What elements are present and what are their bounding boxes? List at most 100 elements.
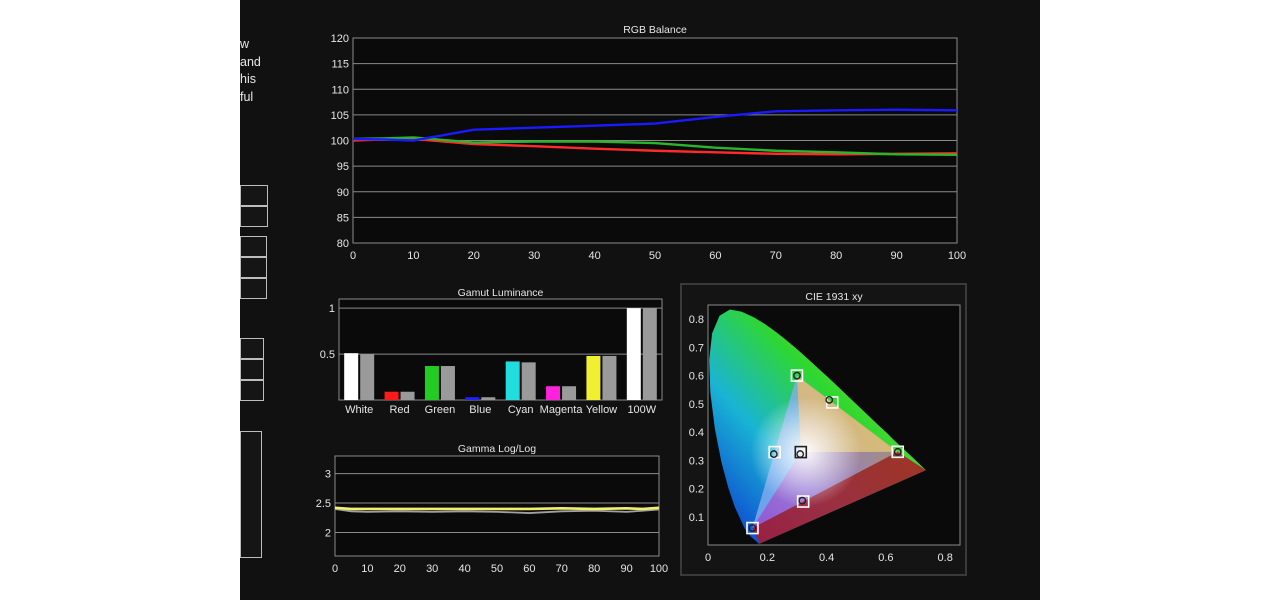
- x-tick-label: 10: [407, 250, 419, 262]
- x-category-label: Magenta: [540, 404, 584, 416]
- sidebar-text-line: and: [240, 54, 261, 69]
- x-tick-label: 0: [350, 250, 356, 262]
- x-tick-label: 20: [394, 563, 406, 575]
- measured-marker-red: [893, 447, 902, 456]
- measured-marker-green: [793, 371, 801, 380]
- y-tick-label: 0.3: [689, 455, 704, 467]
- x-tick-label: 20: [468, 250, 480, 262]
- y-tick-label: 0.7: [689, 342, 704, 354]
- x-tick-label: 50: [491, 563, 503, 575]
- series-line-gamma: [334, 508, 660, 514]
- chart-title: Gamma Log/Log: [458, 443, 536, 455]
- bar-target: [400, 391, 415, 400]
- bar-measured: [546, 386, 561, 400]
- sidebar-text-line: ful: [240, 89, 254, 104]
- target-marker-magenta: [796, 495, 810, 508]
- measured-marker-magenta: [798, 496, 807, 505]
- cie-chart: CIE 1931 xy 0.1 0.2 0.3 0.4 0.5 0.6 0.7 0.8 0 0.2 0…: [689, 291, 961, 564]
- y-tick-label: 95: [337, 161, 349, 173]
- x-tick-label: 0: [332, 563, 338, 575]
- x-tick-label: 70: [770, 250, 782, 262]
- x-category-label: Red: [389, 404, 409, 416]
- y-tick-label: 100: [331, 136, 349, 148]
- bar-target: [440, 366, 455, 400]
- y-tick-label: 90: [337, 187, 349, 199]
- x-category-label: Cyan: [508, 404, 534, 416]
- bar-target: [481, 397, 496, 400]
- y-tick-label: 110: [331, 84, 349, 96]
- sidebar-field[interactable]: [240, 278, 267, 299]
- x-tick-label: 0.2: [760, 552, 775, 564]
- y-tick-label: 0.5: [320, 349, 335, 361]
- measured-marker-cyan: [769, 450, 778, 458]
- measured-marker-blue: [748, 524, 757, 532]
- bar-measured: [384, 391, 399, 400]
- sidebar-field[interactable]: [240, 236, 267, 257]
- bar-target: [602, 355, 617, 400]
- x-category-label: Blue: [469, 404, 491, 416]
- y-tick-label: 0.4: [689, 427, 704, 439]
- x-tick-label: 80: [830, 250, 842, 262]
- sidebar-text: w and his ful: [240, 36, 261, 106]
- y-tick-label: 105: [331, 110, 349, 122]
- target-marker-blue: [746, 521, 759, 535]
- x-tick-label: 30: [528, 250, 540, 262]
- y-tick-label: 85: [337, 212, 349, 224]
- y-tick-label: 3: [325, 469, 331, 481]
- chart-title: Gamut Luminance: [458, 287, 544, 299]
- sidebar-field[interactable]: [240, 338, 264, 359]
- bar-measured: [465, 397, 480, 400]
- y-tick-label: 1: [329, 303, 335, 315]
- series-line-gamma: [334, 506, 660, 511]
- x-tick-label: 10: [361, 563, 373, 575]
- y-tick-label: 2: [325, 527, 331, 539]
- target-marker-green: [790, 369, 804, 382]
- sidebar-text-line: his: [240, 72, 256, 86]
- target-marker-red: [891, 445, 905, 459]
- y-tick-label: 80: [337, 238, 349, 250]
- plot-area: [334, 455, 660, 557]
- x-tick-label: 40: [458, 563, 470, 575]
- x-tick-label: 40: [588, 250, 600, 262]
- cie-red-region: [752, 451, 926, 544]
- bar-measured: [344, 353, 359, 400]
- sidebar-field[interactable]: [240, 380, 264, 401]
- x-category-label: Green: [425, 404, 456, 416]
- x-tick-label: 70: [556, 563, 568, 575]
- y-tick-label: 115: [331, 59, 349, 71]
- bar-measured: [424, 366, 439, 400]
- y-tick-label: 120: [331, 33, 349, 45]
- y-tick-label: 0.1: [689, 512, 704, 524]
- sidebar-panel: [240, 431, 262, 558]
- bar-target: [562, 386, 577, 400]
- sidebar-field[interactable]: [240, 257, 267, 278]
- bar-measured: [626, 308, 641, 400]
- measured-marker-yellow: [825, 395, 834, 404]
- x-category-label: 100W: [627, 404, 656, 416]
- x-tick-label: 50: [649, 250, 661, 262]
- chart-title: RGB Balance: [623, 24, 687, 36]
- x-tick-label: 0.8: [938, 552, 953, 564]
- x-tick-label: 0.6: [878, 552, 893, 564]
- x-tick-label: 0.4: [819, 552, 834, 564]
- cie-horseshoe-group: [709, 309, 926, 544]
- sidebar-field[interactable]: [240, 185, 268, 206]
- x-tick-label: 60: [709, 250, 721, 262]
- bar-target: [360, 354, 375, 400]
- series-line-green: [352, 136, 958, 157]
- x-category-label: White: [345, 404, 373, 416]
- bar-target: [642, 308, 657, 400]
- sidebar-field[interactable]: [240, 359, 264, 380]
- x-tick-label: 100: [948, 250, 966, 262]
- sidebar-text-line: w: [240, 37, 250, 51]
- y-tick-label: 0.6: [689, 371, 704, 383]
- rgb-balance-chart: 80 85 90 95 100 105 110 115 120 0 10 20 30 40 50 60 70 80…: [331, 24, 967, 262]
- x-tick-label: 30: [426, 563, 438, 575]
- x-tick-label: 60: [523, 563, 535, 575]
- sidebar-field[interactable]: [240, 206, 268, 227]
- x-tick-label: 100: [650, 563, 668, 575]
- chart-title: CIE 1931 xy: [805, 291, 863, 303]
- x-tick-label: 90: [890, 250, 902, 262]
